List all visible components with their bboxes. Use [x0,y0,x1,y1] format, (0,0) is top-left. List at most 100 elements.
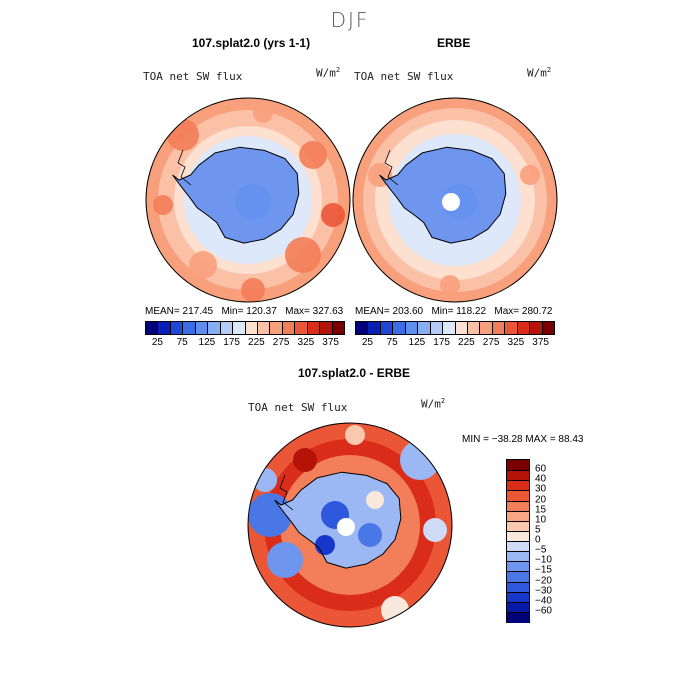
map-patch [241,278,265,302]
diff-colorbar-label: 20 [535,494,547,505]
panel2-stats: MEAN= 203.60 Min= 118.22 Max= 280.72 [355,306,553,317]
colorbar-swatch [442,322,455,334]
diff-colorbar-label: 15 [535,504,547,516]
diff-colorbar-label: −40 [535,595,552,607]
map-patch [299,141,327,169]
colorbar-swatch [379,322,393,334]
colorbar-swatch [529,322,542,334]
colorbar-swatch [244,322,257,334]
map-patch [381,596,409,624]
colorbar-swatch [392,322,405,334]
colorbar-swatch [331,322,344,334]
colorbar-swatch [417,322,430,334]
map-patch [520,165,540,185]
map-patch [267,542,303,578]
colorbar-swatch [466,322,480,334]
panel2-field-label: TOA net SW flux [354,70,454,83]
colorbar-swatch [319,322,332,334]
map-boundary [352,97,558,303]
diff-colorbar-swatch [507,470,529,482]
diff-colorbar-label: 30 [535,483,547,495]
map-patch [366,491,384,509]
diff-panel-field-label: TOA net SW flux [248,401,348,414]
panel1-colorbar [145,321,345,335]
diff-colorbar-swatch [507,530,529,542]
colorbar-tick-label: 75 [386,337,398,348]
panel1-polar-map [145,97,351,303]
coastline [172,146,300,244]
diff-colorbar-label: −30 [535,585,552,597]
peninsula-coast [177,149,192,186]
panel1-units: W/m2 [316,66,341,80]
diff-colorbar-swatch [507,591,529,603]
diff-colorbar-label: 40 [535,473,547,485]
continent-fill [172,147,299,244]
colorbar-swatch [367,322,380,334]
colorbar-swatch [219,322,233,334]
diff-colorbar-swatch [507,611,529,623]
colorbar-swatch [504,322,517,334]
panel1-max: 327.63 [312,306,344,317]
map-patch [321,203,345,227]
colorbar-swatch [269,322,282,334]
continent-fill [379,147,506,244]
diff-colorbar-label: −10 [535,554,552,566]
map-boundary [145,97,351,303]
map-patch [400,440,440,480]
panel2-units: W/m2 [527,66,552,80]
diff-colorbar-swatch [507,490,529,502]
ice-interior [235,184,271,220]
map-patch [423,518,447,542]
diff-colorbar-swatch [507,500,529,512]
colorbar-swatch [516,322,530,334]
diff-panel-units: W/m2 [421,397,446,411]
diff-colorbar-label: 10 [535,514,547,526]
panel1-field-label: TOA net SW flux [143,70,243,83]
panel2-mean: 203.60 [392,306,424,317]
colorbar-tick-label: 325 [297,337,315,348]
map-patch [253,468,277,492]
map-patch [248,493,292,537]
diff-colorbar-swatch [507,460,529,471]
peninsula-coast [279,474,294,511]
diff-colorbar-swatch [507,541,529,553]
colorbar-tick-label: 175 [223,337,240,348]
colorbar-tick-label: 225 [458,337,475,348]
missing-data-pole [337,518,355,536]
panel2-min: 118.22 [456,306,487,317]
panel2-title: ERBE [437,36,471,50]
map-patch [293,448,317,472]
colorbar-tick-label: 25 [151,337,163,348]
map-patch [253,103,273,123]
map-patch [358,523,382,547]
peninsula-coast [384,149,399,186]
diff-colorbar-label: 60 [535,463,547,475]
colorbar-swatch [182,322,195,334]
panel1-colorbar-ticks: 25 75 125 175 225 275 325 375 [145,337,343,349]
map-patch [315,535,335,555]
colorbar-swatch [232,322,245,334]
diff-colorbar-label: −15 [535,564,552,576]
map-patch [189,251,217,279]
map-patch [285,237,321,273]
colorbar-swatch [281,322,295,334]
diff-colorbar-label: 5 [535,524,541,536]
colorbar-swatch [491,322,505,334]
diff-colorbar-swatch [507,581,529,593]
panel2-colorbar [355,321,555,335]
colorbar-tick-label: 75 [176,337,188,348]
colorbar-tick-label: 125 [408,337,426,348]
panel2-polar-map [352,97,558,303]
diff-colorbar-swatch [507,561,529,573]
diff-colorbar-swatch [507,520,529,532]
panel1-title: 107.splat2.0 (yrs 1-1) [192,36,311,50]
colorbar-tick-label: 375 [532,337,549,348]
diff-panel-title: 107.splat2.0 - ERBE [298,366,411,380]
colorbar-swatch [294,322,307,334]
colorbar-swatch [479,322,492,334]
diff-colorbar-label: −20 [535,575,552,586]
diff-colorbar-label: −60 [535,605,552,617]
coastline [274,471,402,569]
missing-data-pole [442,193,460,211]
colorbar-tick-label: 275 [272,337,290,348]
